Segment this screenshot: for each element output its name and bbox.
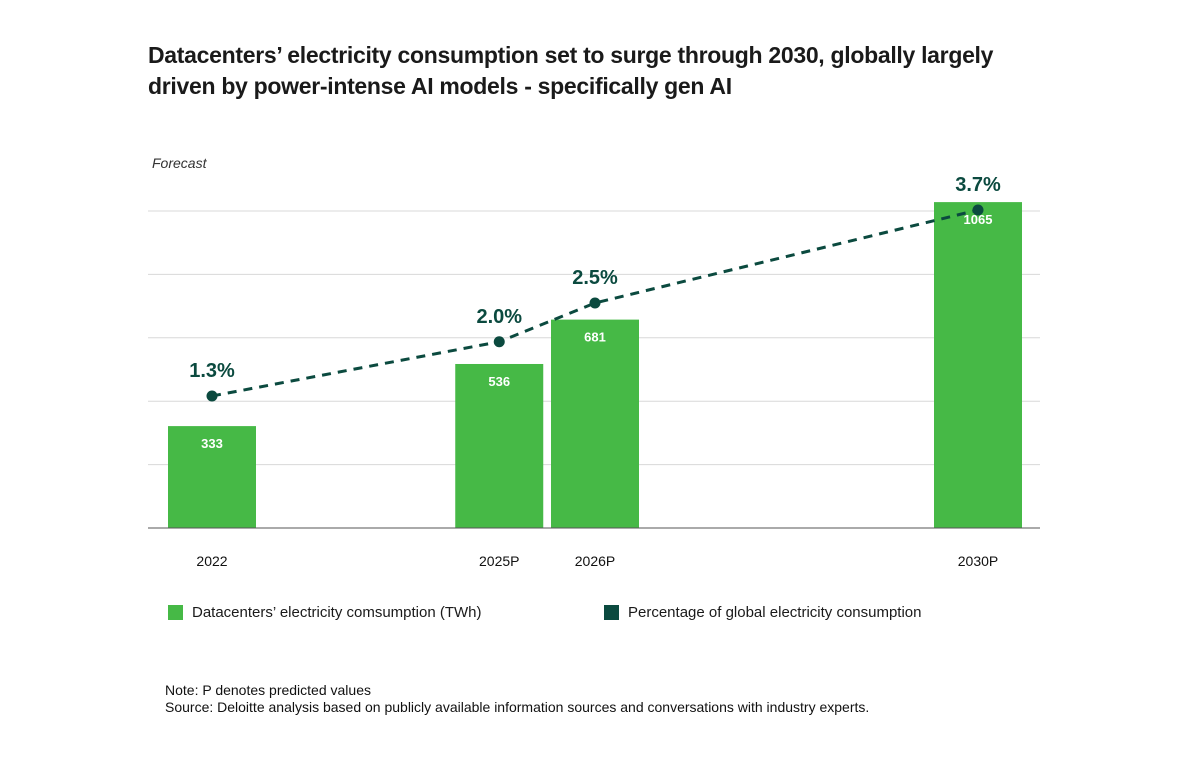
bar-2030P bbox=[934, 202, 1022, 529]
bar-labels: 333 536 681 1065 bbox=[201, 212, 992, 451]
bar-2025P bbox=[455, 363, 544, 528]
percentage-label: 2.5% bbox=[572, 267, 618, 289]
source-text: Source: Deloitte analysis based on publi… bbox=[165, 699, 870, 715]
x-tick-label: 2026P bbox=[575, 553, 615, 569]
legend-label-consumption: Datacenters’ electricity comsumption (TW… bbox=[192, 604, 482, 621]
percentage-point bbox=[493, 336, 505, 348]
forecast-label: Forecast bbox=[152, 155, 208, 171]
percentage-label: 3.7% bbox=[955, 174, 1001, 196]
bar-value-label: 681 bbox=[584, 330, 606, 345]
percentage-label: 2.0% bbox=[476, 306, 522, 328]
note-text: Note: P denotes predicted values bbox=[165, 682, 371, 698]
chart-notes: Note: P denotes predicted values Source:… bbox=[165, 682, 869, 716]
legend-item-consumption: Datacenters’ electricity comsumption (TW… bbox=[168, 604, 482, 621]
chart-title: Datacenters’ electricity consumption set… bbox=[148, 42, 994, 99]
legend-item-percentage: Percentage of global electricity consump… bbox=[604, 604, 922, 621]
bar-2022 bbox=[168, 426, 256, 528]
bar-value-label: 1065 bbox=[964, 212, 993, 227]
bars bbox=[168, 202, 1022, 529]
bar-value-label: 536 bbox=[488, 374, 510, 389]
percentage-point bbox=[972, 204, 984, 216]
x-tick-label: 2022 bbox=[196, 553, 227, 569]
percentage-point bbox=[206, 390, 218, 402]
x-tick-label: 2030P bbox=[958, 553, 998, 569]
bar-2026P bbox=[551, 319, 639, 528]
legend-label-percentage: Percentage of global electricity consump… bbox=[628, 604, 922, 621]
legend-swatch-line bbox=[604, 605, 619, 620]
x-tick-label: 2025P bbox=[479, 553, 519, 569]
percentage-label: 1.3% bbox=[189, 360, 235, 382]
percentage-point bbox=[589, 297, 601, 309]
percentage-line-layer: 1.3% 2.0% 2.5% 3.7% bbox=[189, 174, 1001, 402]
x-tick-labels: 2022 2025P 2026P 2030P bbox=[196, 553, 998, 569]
percentage-line bbox=[211, 208, 979, 398]
bar-value-label: 333 bbox=[201, 436, 223, 451]
legend-swatch-bar bbox=[168, 605, 183, 620]
